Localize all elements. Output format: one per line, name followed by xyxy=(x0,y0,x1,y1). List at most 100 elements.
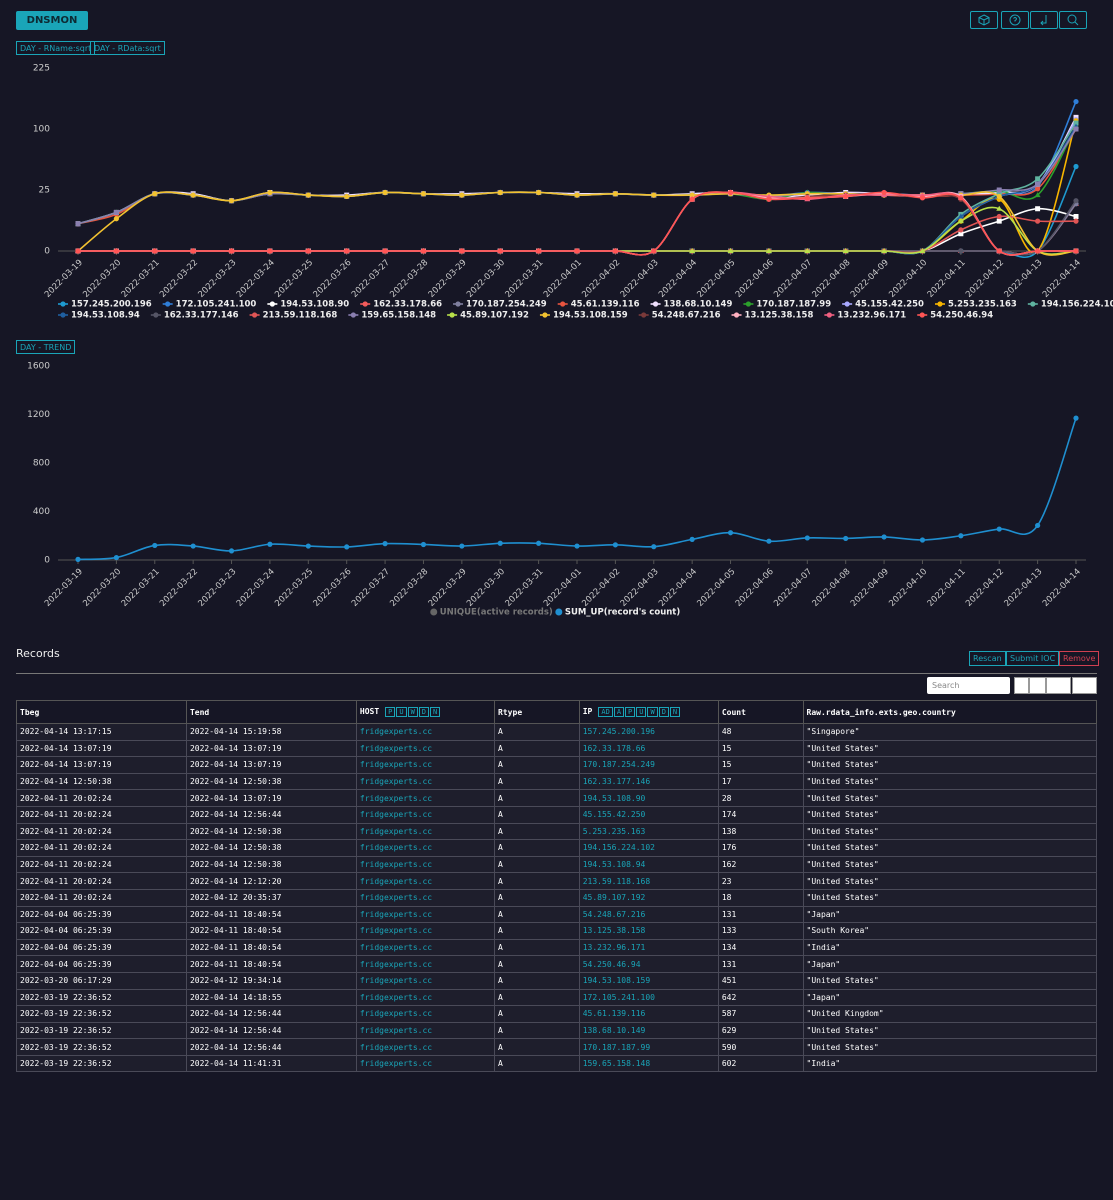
legend-item[interactable]: 54.250.46.94 xyxy=(917,311,993,321)
filter-button[interactable]: W xyxy=(647,707,658,717)
legend-item[interactable]: 45.61.139.116 xyxy=(557,300,640,310)
legend-item[interactable]: 172.105.241.100 xyxy=(162,300,257,310)
x-tick-label: 2022-04-12 xyxy=(964,567,1006,609)
column-header[interactable]: Tbeg xyxy=(16,700,187,724)
point xyxy=(190,543,196,549)
submit-button[interactable]: Submit IOC xyxy=(1006,651,1060,666)
legend-item[interactable]: 194.53.108.159 xyxy=(539,311,628,321)
icon-help[interactable] xyxy=(1001,11,1029,29)
table-cell: fridgexperts.cc xyxy=(355,988,496,1007)
table-cell: 194.156.224.102 xyxy=(578,839,719,857)
legend-symbol xyxy=(455,301,461,307)
table-cell: 170.187.187.99 xyxy=(578,1038,719,1056)
legend-item[interactable]: 162.33.178.66 xyxy=(360,300,442,310)
table-row: 2022-03-19 22:36:52 2022-04-14 11:41:31 fr… xyxy=(16,1054,1097,1073)
filter-button[interactable]: P xyxy=(625,707,636,717)
series-line xyxy=(77,417,1077,561)
table-cell: fridgexperts.cc xyxy=(355,955,496,973)
legend-item[interactable]: 5.253.235.163 xyxy=(934,300,1017,310)
legend-item[interactable]: 170.187.187.99 xyxy=(743,300,831,310)
table-cell: 172.105.241.100 xyxy=(578,988,719,1007)
table-cell: 176 xyxy=(717,839,804,857)
filter-button[interactable]: P xyxy=(385,707,396,717)
filter-button[interactable]: N xyxy=(430,707,441,717)
legend-item[interactable]: 45.155.42.250 xyxy=(842,300,924,310)
filter-button[interactable]: U xyxy=(396,707,407,717)
point xyxy=(344,544,350,550)
point xyxy=(574,543,580,549)
series-line xyxy=(78,207,1077,254)
legend-item[interactable]: 45.89.107.192 xyxy=(447,311,529,321)
point xyxy=(1073,163,1079,170)
legend-item[interactable]: 159.65.158.148 xyxy=(348,311,436,321)
legend-item[interactable]: 13.125.38.158 xyxy=(731,311,814,321)
icon-back[interactable] xyxy=(1030,11,1058,29)
point xyxy=(459,543,465,549)
table-cell: 48 xyxy=(717,723,804,741)
table-cell: fridgexperts.cc xyxy=(355,971,496,990)
icon-search[interactable] xyxy=(1059,11,1087,29)
chart-tag[interactable]: DAY - TREND xyxy=(16,340,76,354)
rescan-button[interactable]: Rescan xyxy=(969,651,1006,666)
legend-item[interactable]: 162.33.177.146 xyxy=(150,311,239,321)
legend-item[interactable]: 138.68.10.149 xyxy=(650,300,733,310)
point xyxy=(113,209,119,215)
legend-item[interactable]: 194.53.108.90 xyxy=(267,300,349,310)
remove-button[interactable]: Remove xyxy=(1059,651,1100,666)
legend-item[interactable]: 54.248.67.216 xyxy=(638,311,721,321)
filter-button[interactable]: AD xyxy=(598,707,613,717)
legend-item[interactable]: 213.59.118.168 xyxy=(249,311,338,321)
legend-item[interactable]: 194.156.224.102 xyxy=(1027,300,1113,310)
table-cell: 2022-04-04 06:25:39 xyxy=(16,905,187,924)
table-cell: 2022-04-14 12:56:44 xyxy=(185,805,357,824)
legend-item[interactable]: UNIQUE(active records) xyxy=(430,608,553,618)
app-button[interactable]: DNSMON xyxy=(16,11,88,30)
point xyxy=(651,192,657,198)
legend-item[interactable]: 170.187.254.249 xyxy=(453,300,547,310)
filter-button[interactable]: U xyxy=(636,707,647,717)
chart-tag[interactable]: DAY - RName:sqrt xyxy=(16,41,96,55)
table-cell: "United States" xyxy=(802,1021,1097,1040)
table-cell: "United States" xyxy=(802,739,1097,758)
filter-button[interactable]: A xyxy=(613,707,625,717)
legend-label: 138.68.10.149 xyxy=(664,300,733,310)
chart-tag[interactable]: DAY - RData:sqrt xyxy=(90,41,165,55)
table-cell: 131 xyxy=(717,905,804,924)
table-cell: 5.253.235.163 xyxy=(578,822,719,841)
table-cell: "United States" xyxy=(802,1038,1097,1056)
point xyxy=(1073,415,1079,421)
filter-button[interactable]: W xyxy=(407,707,418,717)
series-line xyxy=(78,191,1076,256)
toggle-button[interactable] xyxy=(1014,677,1029,694)
series-line xyxy=(78,191,1076,256)
column-header[interactable]: IP AD A P U W D N xyxy=(578,700,719,724)
legend-item[interactable]: 13.232.96.171 xyxy=(824,311,906,321)
filter-button[interactable]: D xyxy=(418,707,430,717)
table-cell: 159.65.158.148 xyxy=(578,1054,719,1073)
filter-button[interactable]: D xyxy=(658,707,669,717)
point xyxy=(612,542,618,548)
table-cell: 2022-03-19 22:36:52 xyxy=(16,1054,187,1073)
column-header[interactable]: HOST P U W D N xyxy=(355,700,496,724)
legend-item[interactable]: SUM_UP(record's count) xyxy=(555,608,680,618)
column-header[interactable]: Rtype xyxy=(494,700,580,724)
table-cell: 602 xyxy=(717,1054,804,1073)
export-button[interactable] xyxy=(1072,677,1097,694)
column-header[interactable]: Raw.rdata_info.exts.geo.country xyxy=(802,700,1097,724)
legend-symbol xyxy=(555,608,563,616)
legend-item[interactable]: 157.245.200.196 xyxy=(58,300,152,310)
column-header[interactable]: Tend xyxy=(185,700,357,724)
column-header[interactable]: Count xyxy=(717,700,804,724)
search-input[interactable]: Search xyxy=(927,677,1010,694)
icon-cube[interactable] xyxy=(970,11,998,29)
point xyxy=(536,248,542,254)
legend-symbol xyxy=(745,301,751,307)
filter-button[interactable]: N xyxy=(669,707,681,717)
table-cell: "South Korea" xyxy=(802,922,1097,940)
x-tick-label: 2022-04-04 xyxy=(657,567,699,609)
view-button[interactable] xyxy=(1029,677,1046,694)
legend-label: 13.125.38.158 xyxy=(745,311,814,321)
legend-item[interactable]: 194.53.108.94 xyxy=(58,311,140,321)
y-tick-label: 400 xyxy=(33,507,50,517)
columns-button[interactable] xyxy=(1046,677,1071,694)
